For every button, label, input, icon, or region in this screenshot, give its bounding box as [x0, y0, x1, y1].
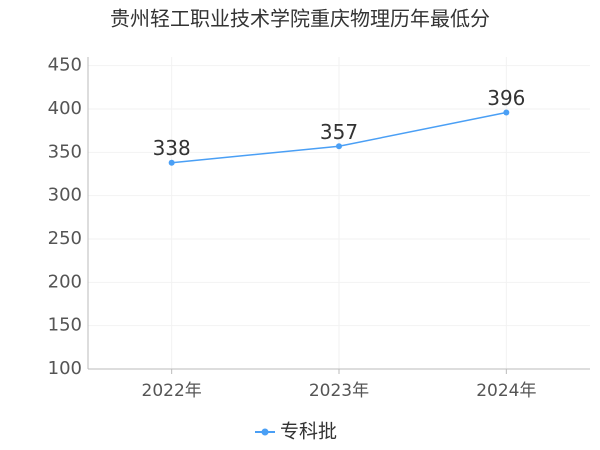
- point: [168, 159, 175, 166]
- y-tick-label: 300: [48, 185, 82, 206]
- legend-label: 专科批: [280, 421, 337, 443]
- x-tick-label: 2023年: [309, 381, 369, 401]
- x-tick-label: 2024年: [476, 381, 536, 401]
- y-tick-label: 200: [48, 271, 82, 292]
- x-tick-label: 2022年: [142, 381, 202, 401]
- y-tick-label: 350: [48, 141, 82, 162]
- y-tick-label: 400: [48, 98, 82, 119]
- y-tick-label: 250: [48, 228, 82, 249]
- y-tick-label: 150: [48, 315, 82, 336]
- data-label: 357: [320, 120, 358, 144]
- y-tick-label: 100: [48, 358, 82, 379]
- legend-marker: [261, 428, 269, 436]
- point: [503, 109, 510, 116]
- point: [336, 143, 342, 150]
- y-tick-label: 450: [48, 55, 82, 76]
- data-label: 338: [153, 136, 191, 160]
- chart-title: 贵州轻工职业技术学院重庆物理历年最低分: [110, 7, 490, 31]
- data-label: 396: [487, 86, 525, 110]
